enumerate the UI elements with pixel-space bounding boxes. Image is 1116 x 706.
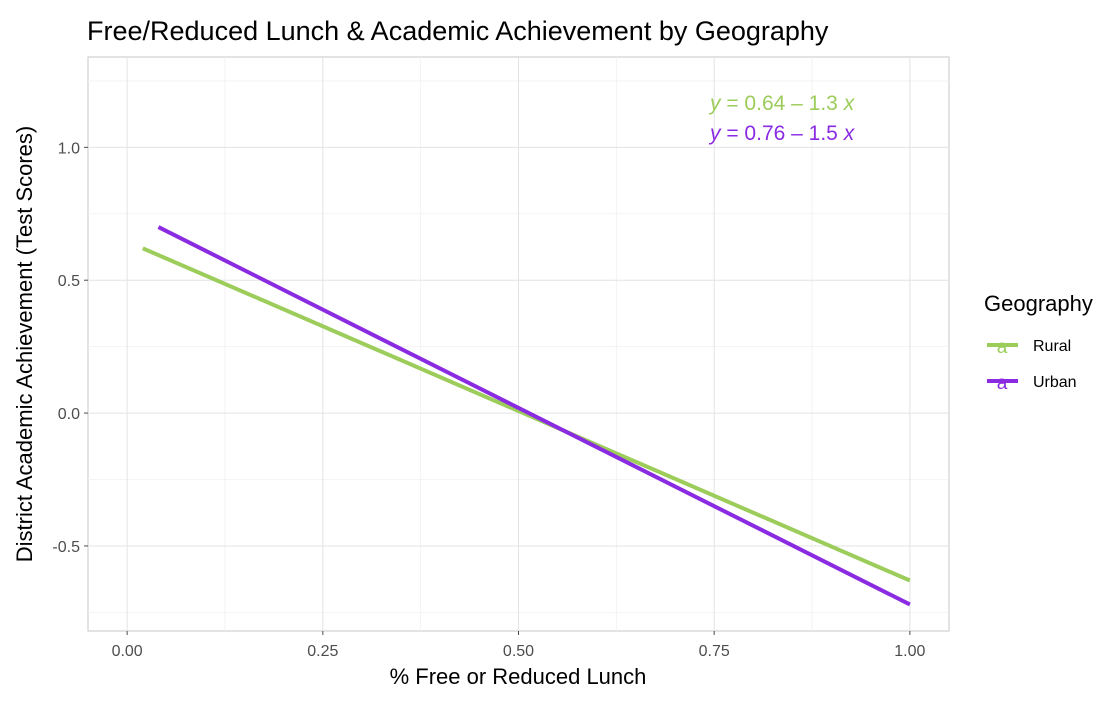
y-tick-label: 0.0 xyxy=(58,406,80,423)
legend-key-letter: a xyxy=(997,337,1008,358)
y-tick-label: 1.0 xyxy=(58,140,80,157)
x-axis-ticks: 0.00 0.25 0.50 0.75 1.00 xyxy=(112,631,926,660)
x-tick-label: 0.25 xyxy=(307,643,338,660)
equation-labels: y = 0.64 – 1.3 x y = 0.76 – 1.5 x xyxy=(708,92,856,145)
x-tick-label: 0.50 xyxy=(503,643,534,660)
x-tick-label: 0.00 xyxy=(112,643,143,660)
series-line-urban xyxy=(157,225,911,607)
equation-urban: y = 0.76 – 1.5 x xyxy=(708,122,856,145)
grid-major xyxy=(88,57,949,631)
legend-label: Rural xyxy=(1033,338,1071,355)
y-axis-title: District Academic Achievement (Test Scor… xyxy=(12,126,37,562)
y-axis-ticks: -0.5 0.0 0.5 1.0 xyxy=(52,140,88,556)
y-tick-label: -0.5 xyxy=(52,539,80,556)
series-line-rural xyxy=(141,246,911,583)
chart-title: Free/Reduced Lunch & Academic Achievemen… xyxy=(87,16,829,46)
equation-rural: y = 0.64 – 1.3 x xyxy=(708,92,856,115)
legend-item-rural: a Rural xyxy=(987,337,1071,358)
legend-key-letter: a xyxy=(997,373,1008,394)
legend: Geography a Rural a Urban xyxy=(984,291,1093,394)
x-tick-label: 0.75 xyxy=(699,643,730,660)
legend-label: Urban xyxy=(1033,374,1077,391)
legend-items: a Rural a Urban xyxy=(987,337,1077,394)
x-axis-title: % Free or Reduced Lunch xyxy=(390,664,647,689)
legend-title: Geography xyxy=(984,291,1093,316)
legend-item-urban: a Urban xyxy=(987,373,1077,394)
x-tick-label: 1.00 xyxy=(894,643,925,660)
series-lines xyxy=(141,225,911,607)
y-tick-label: 0.5 xyxy=(58,273,80,290)
